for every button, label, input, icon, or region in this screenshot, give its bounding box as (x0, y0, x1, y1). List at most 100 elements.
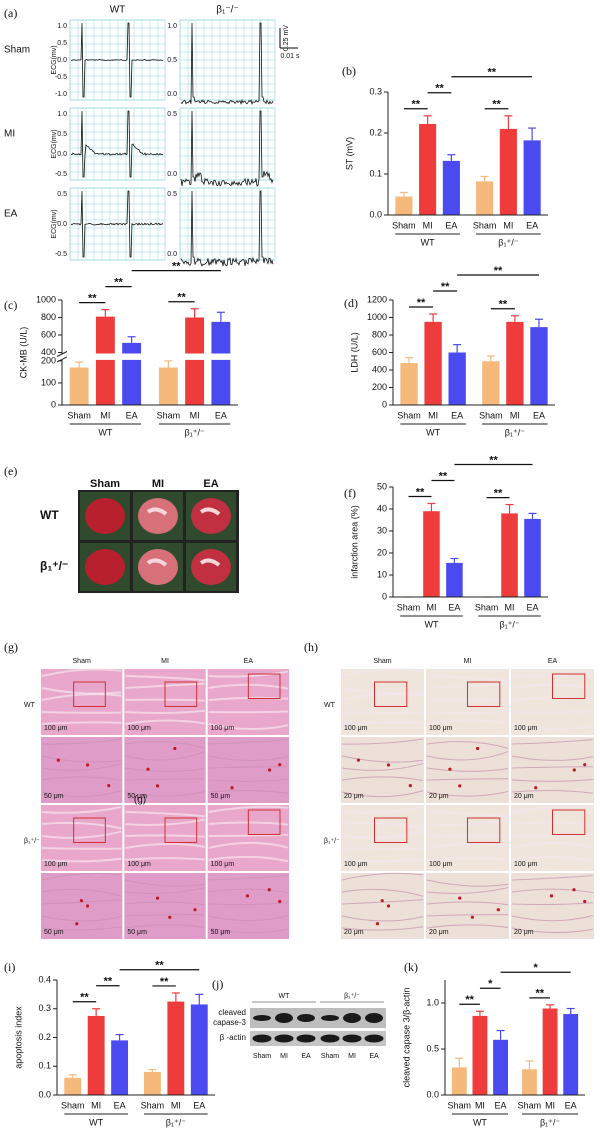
stained-cell (583, 899, 587, 904)
bar (158, 367, 178, 405)
blot-band (342, 1034, 362, 1043)
tissue-fiber (511, 789, 594, 794)
panel-label: (a) (4, 6, 17, 20)
ecg-tick-label: 1.0 (167, 23, 177, 30)
y-tick-label: 400 (372, 364, 387, 374)
bar (111, 1040, 129, 1095)
tissue-fiber (41, 776, 122, 782)
group-label: β₁⁺/⁻ (166, 1117, 186, 1127)
ecg-tick-label: 1.0 (57, 23, 67, 30)
significance-label: ** (416, 486, 425, 498)
heart-slice (138, 498, 178, 534)
significance-label: ** (80, 992, 89, 1004)
stained-cell (408, 784, 412, 788)
tissue-fiber (341, 790, 424, 798)
column-header: WT (110, 5, 126, 16)
stained-cell (386, 904, 391, 908)
tissue-fiber (511, 755, 594, 761)
tissue-fiber (341, 776, 424, 782)
significance-label: ** (172, 261, 181, 273)
tissue-fiber (511, 805, 594, 813)
y-tick-label: 100 (41, 377, 56, 387)
significance-label: ** (104, 976, 113, 988)
y-tick-label: 800 (41, 312, 56, 322)
stained-cell (85, 763, 90, 767)
y-tick-label: 0.0 (38, 1089, 51, 1099)
tissue-fiber (41, 806, 122, 814)
x-tick-label: EA (565, 1100, 577, 1110)
ecg-tick-label: -0.5 (55, 171, 67, 178)
x-tick-label: MI (91, 1100, 101, 1110)
y-axis-label: CK-MB (U/L) (18, 327, 28, 379)
y-tick-label: 200 (41, 355, 56, 365)
stained-cell (549, 894, 554, 898)
bar (419, 123, 437, 215)
tissue-fiber (41, 888, 122, 897)
y-axis-label: ST (mV) (344, 137, 354, 170)
break-mark (56, 356, 68, 363)
x-tick-label: Sham (392, 220, 416, 230)
stained-cell (79, 899, 84, 903)
column-header: EA (244, 658, 254, 665)
tissue-fiber (511, 841, 594, 849)
tissue-fiber (426, 709, 509, 715)
tissue-fiber (125, 675, 205, 682)
tissue-fiber (426, 767, 509, 772)
y-tick-label: 600 (372, 347, 387, 357)
blot-band (364, 1034, 384, 1043)
scale-label: 100 μm (514, 861, 538, 868)
stained-cell (173, 746, 177, 751)
column-header: EA (203, 478, 218, 490)
tissue-fiber (341, 687, 424, 695)
bar (523, 140, 541, 215)
ecg-trace (70, 22, 164, 98)
stained-cell (155, 896, 160, 900)
infarct (199, 507, 221, 516)
stained-cell (245, 894, 250, 898)
tissue-fiber (208, 833, 289, 837)
tissue-fiber (125, 857, 205, 861)
lane-label: EA (301, 1053, 311, 1060)
stained-cell (75, 922, 79, 926)
tissue-fiber (426, 887, 509, 894)
x-tick-label: EA (445, 220, 457, 230)
ecg-tick-label: -0.5 (55, 74, 67, 81)
tissue-fiber (208, 779, 289, 782)
roi-box (164, 817, 198, 843)
bar (542, 1008, 558, 1095)
tissue-fiber (208, 739, 289, 745)
lane-label: Sham (321, 1053, 339, 1060)
significance-label: ** (535, 988, 544, 1000)
panel-label: (h) (304, 640, 318, 654)
group-label: WT (473, 1117, 487, 1127)
significance-label: ** (88, 293, 97, 305)
ecg-axis-label: ECG(mv) (51, 45, 58, 74)
tissue-fiber (41, 790, 122, 798)
tissue-fiber (426, 778, 509, 781)
significance-label: ** (465, 994, 474, 1006)
tissue-fiber (125, 843, 205, 849)
x-tick-label: Sham (479, 410, 503, 420)
bar (167, 1001, 185, 1095)
tissue-fiber (426, 914, 509, 917)
tissue-fiber (511, 915, 594, 922)
tissue-fiber (41, 821, 122, 830)
scale-label: 50 μm (127, 929, 147, 936)
tissue-fiber (41, 721, 122, 725)
column-header: Sham (90, 478, 120, 490)
x-tick-label: Sham (397, 410, 421, 420)
heart-slice (85, 498, 125, 534)
y-tick-label: 200 (372, 382, 387, 392)
blot-band (343, 1013, 361, 1023)
group-label: WT (98, 427, 112, 437)
bar (190, 1004, 208, 1095)
micrograph (123, 872, 207, 940)
group-label: β₁⁺/⁻ (540, 1117, 560, 1127)
x-tick-label: Sham (141, 1100, 165, 1110)
scale-label: 20 μm (344, 929, 364, 936)
stained-cell (278, 899, 282, 904)
tissue-fiber (125, 901, 205, 906)
tissue-fiber (125, 887, 205, 894)
y-tick-label: 1000 (367, 312, 387, 322)
x-tick-label: MI (545, 1100, 555, 1110)
